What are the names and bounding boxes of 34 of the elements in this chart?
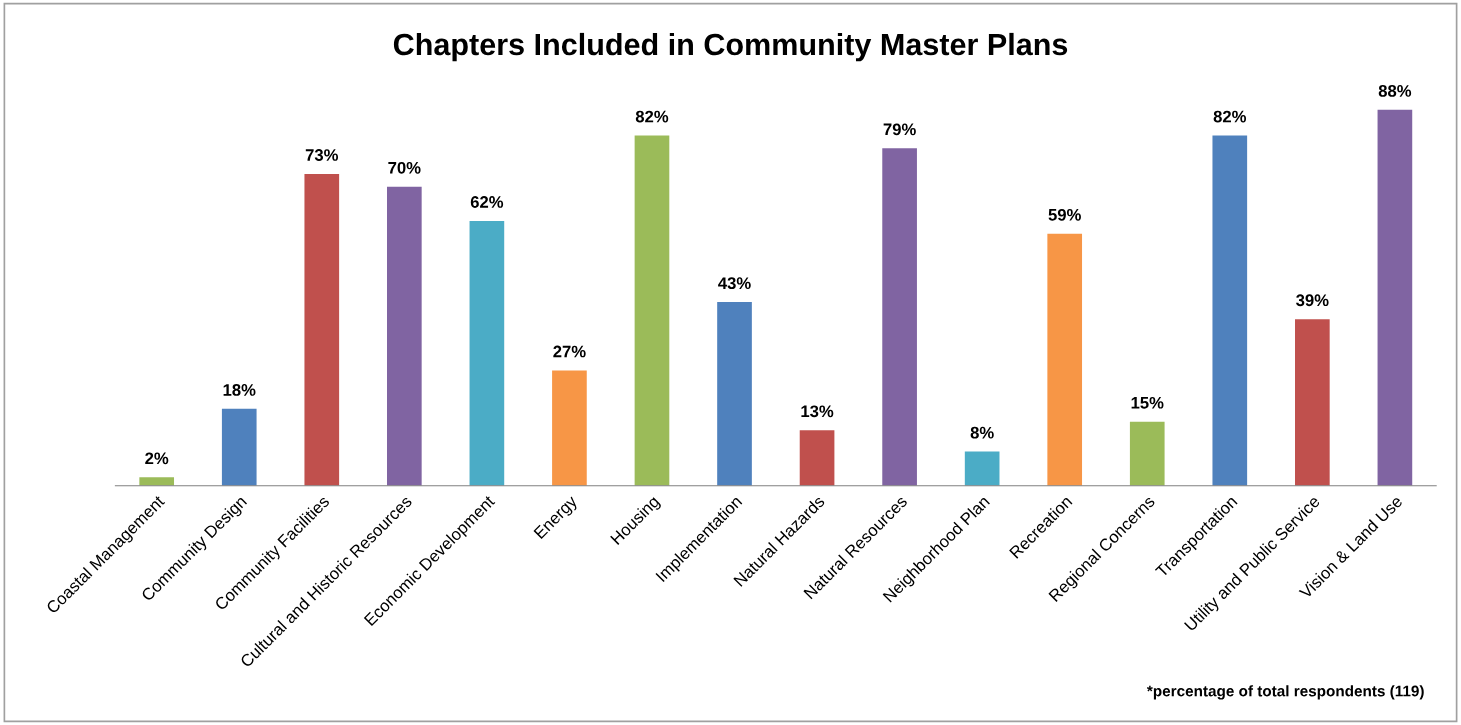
data-label: 39% — [1296, 294, 1329, 307]
bar — [1295, 319, 1330, 486]
bar — [221, 408, 257, 486]
bar — [469, 220, 505, 486]
data-label: 59% — [1048, 208, 1081, 221]
data-label: 79% — [883, 123, 916, 136]
text: *percentage of total respondents (119) — [1146, 685, 1424, 700]
bar — [1047, 233, 1083, 486]
data-label: 82% — [1213, 110, 1247, 123]
bar — [799, 430, 835, 486]
data-label: 88% — [1378, 85, 1412, 97]
bar — [1129, 421, 1165, 486]
bar — [882, 148, 917, 486]
bar — [552, 370, 587, 486]
data-label: 2% — [145, 452, 169, 465]
chart-title: Chapters Included in Community Master Plans — [393, 32, 1068, 62]
bar — [964, 451, 1000, 486]
bar — [634, 135, 670, 486]
data-label: 18% — [223, 384, 256, 396]
data-label: 8% — [970, 426, 994, 439]
bar — [717, 302, 752, 486]
data-label: 82% — [635, 110, 669, 123]
data-label: 62% — [470, 196, 504, 208]
data-label: 27% — [553, 345, 586, 358]
data-label: 70% — [388, 161, 421, 174]
data-label: 43% — [718, 277, 751, 290]
data-label: 13% — [801, 405, 834, 418]
bar — [1377, 109, 1413, 486]
bar — [139, 477, 175, 486]
bar — [304, 173, 340, 486]
data-label: 73% — [305, 149, 339, 161]
bar — [387, 186, 422, 486]
bar — [1212, 135, 1248, 486]
data-label: 15% — [1131, 396, 1164, 409]
